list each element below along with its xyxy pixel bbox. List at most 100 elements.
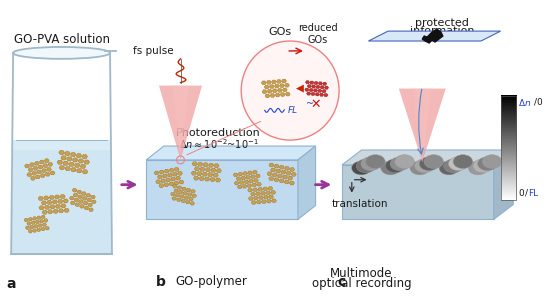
Polygon shape (197, 172, 202, 176)
Polygon shape (91, 200, 96, 203)
Polygon shape (271, 190, 276, 194)
Polygon shape (279, 165, 285, 169)
Polygon shape (45, 226, 50, 230)
Polygon shape (309, 88, 313, 92)
Polygon shape (37, 216, 41, 219)
Polygon shape (315, 93, 319, 96)
Polygon shape (69, 162, 75, 167)
Polygon shape (42, 169, 47, 172)
Polygon shape (239, 181, 244, 184)
Text: /: / (525, 189, 528, 198)
Polygon shape (35, 220, 40, 224)
Polygon shape (291, 172, 296, 176)
Polygon shape (59, 166, 65, 170)
Polygon shape (172, 197, 176, 200)
Polygon shape (38, 165, 43, 169)
Polygon shape (242, 184, 247, 188)
Polygon shape (84, 160, 90, 164)
Polygon shape (169, 168, 174, 172)
Text: FL: FL (288, 106, 298, 115)
Text: optical recording: optical recording (312, 277, 411, 290)
Polygon shape (257, 182, 262, 186)
Polygon shape (47, 200, 52, 204)
Polygon shape (266, 191, 271, 195)
Polygon shape (262, 90, 267, 94)
Polygon shape (276, 169, 281, 173)
Polygon shape (34, 161, 39, 165)
Polygon shape (166, 178, 171, 182)
Polygon shape (33, 217, 36, 220)
Polygon shape (305, 88, 309, 91)
Polygon shape (243, 172, 248, 175)
Polygon shape (233, 173, 238, 177)
Polygon shape (169, 182, 174, 186)
Polygon shape (267, 80, 271, 84)
Polygon shape (11, 140, 112, 254)
Polygon shape (216, 169, 221, 172)
Polygon shape (171, 177, 176, 181)
Polygon shape (274, 178, 279, 181)
Polygon shape (305, 81, 310, 84)
Polygon shape (399, 88, 446, 162)
Polygon shape (39, 160, 44, 164)
Polygon shape (75, 163, 80, 167)
Polygon shape (307, 92, 311, 95)
Polygon shape (76, 154, 82, 158)
Text: $\Delta n \approx 10^{-2}$~$10^{-1}$: $\Delta n \approx 10^{-2}$~$10^{-1}$ (179, 137, 258, 151)
Ellipse shape (410, 161, 430, 175)
Polygon shape (61, 204, 66, 208)
Polygon shape (58, 200, 63, 203)
Polygon shape (248, 188, 252, 192)
Polygon shape (296, 85, 304, 92)
Polygon shape (258, 196, 263, 200)
Polygon shape (211, 168, 216, 172)
Ellipse shape (424, 155, 443, 169)
Polygon shape (264, 85, 269, 89)
Polygon shape (79, 205, 84, 208)
Text: ✕: ✕ (310, 98, 321, 111)
Polygon shape (53, 209, 58, 213)
Polygon shape (36, 170, 41, 174)
Text: a: a (7, 277, 16, 291)
Text: reduced
GOs: reduced GOs (298, 23, 337, 45)
Polygon shape (50, 171, 55, 175)
Text: information: information (410, 26, 474, 36)
Polygon shape (271, 199, 276, 202)
Polygon shape (50, 205, 55, 209)
Polygon shape (282, 175, 288, 179)
Polygon shape (164, 183, 169, 187)
Text: FL: FL (528, 189, 538, 198)
Polygon shape (298, 146, 316, 219)
Polygon shape (494, 150, 514, 219)
Polygon shape (252, 183, 257, 187)
Text: GO-polymer: GO-polymer (176, 275, 248, 288)
Polygon shape (174, 189, 178, 193)
Polygon shape (202, 172, 207, 176)
Text: Photoreduction: Photoreduction (176, 128, 261, 138)
Polygon shape (28, 168, 33, 172)
Polygon shape (249, 197, 254, 200)
Polygon shape (189, 197, 193, 201)
Polygon shape (285, 167, 289, 170)
Polygon shape (45, 206, 50, 209)
Polygon shape (33, 167, 38, 170)
Polygon shape (324, 86, 329, 89)
Polygon shape (271, 80, 276, 84)
Polygon shape (264, 196, 269, 199)
Polygon shape (82, 154, 88, 159)
Polygon shape (190, 202, 195, 205)
Polygon shape (174, 181, 179, 185)
Polygon shape (270, 168, 276, 172)
Ellipse shape (386, 159, 405, 173)
Polygon shape (254, 196, 258, 200)
Polygon shape (181, 199, 186, 203)
Ellipse shape (483, 155, 502, 169)
Polygon shape (59, 150, 64, 155)
Polygon shape (24, 218, 28, 222)
Polygon shape (174, 167, 179, 171)
Polygon shape (277, 88, 282, 92)
Text: /0: /0 (534, 98, 542, 106)
Ellipse shape (419, 157, 439, 171)
Ellipse shape (381, 161, 400, 175)
Polygon shape (252, 170, 257, 174)
